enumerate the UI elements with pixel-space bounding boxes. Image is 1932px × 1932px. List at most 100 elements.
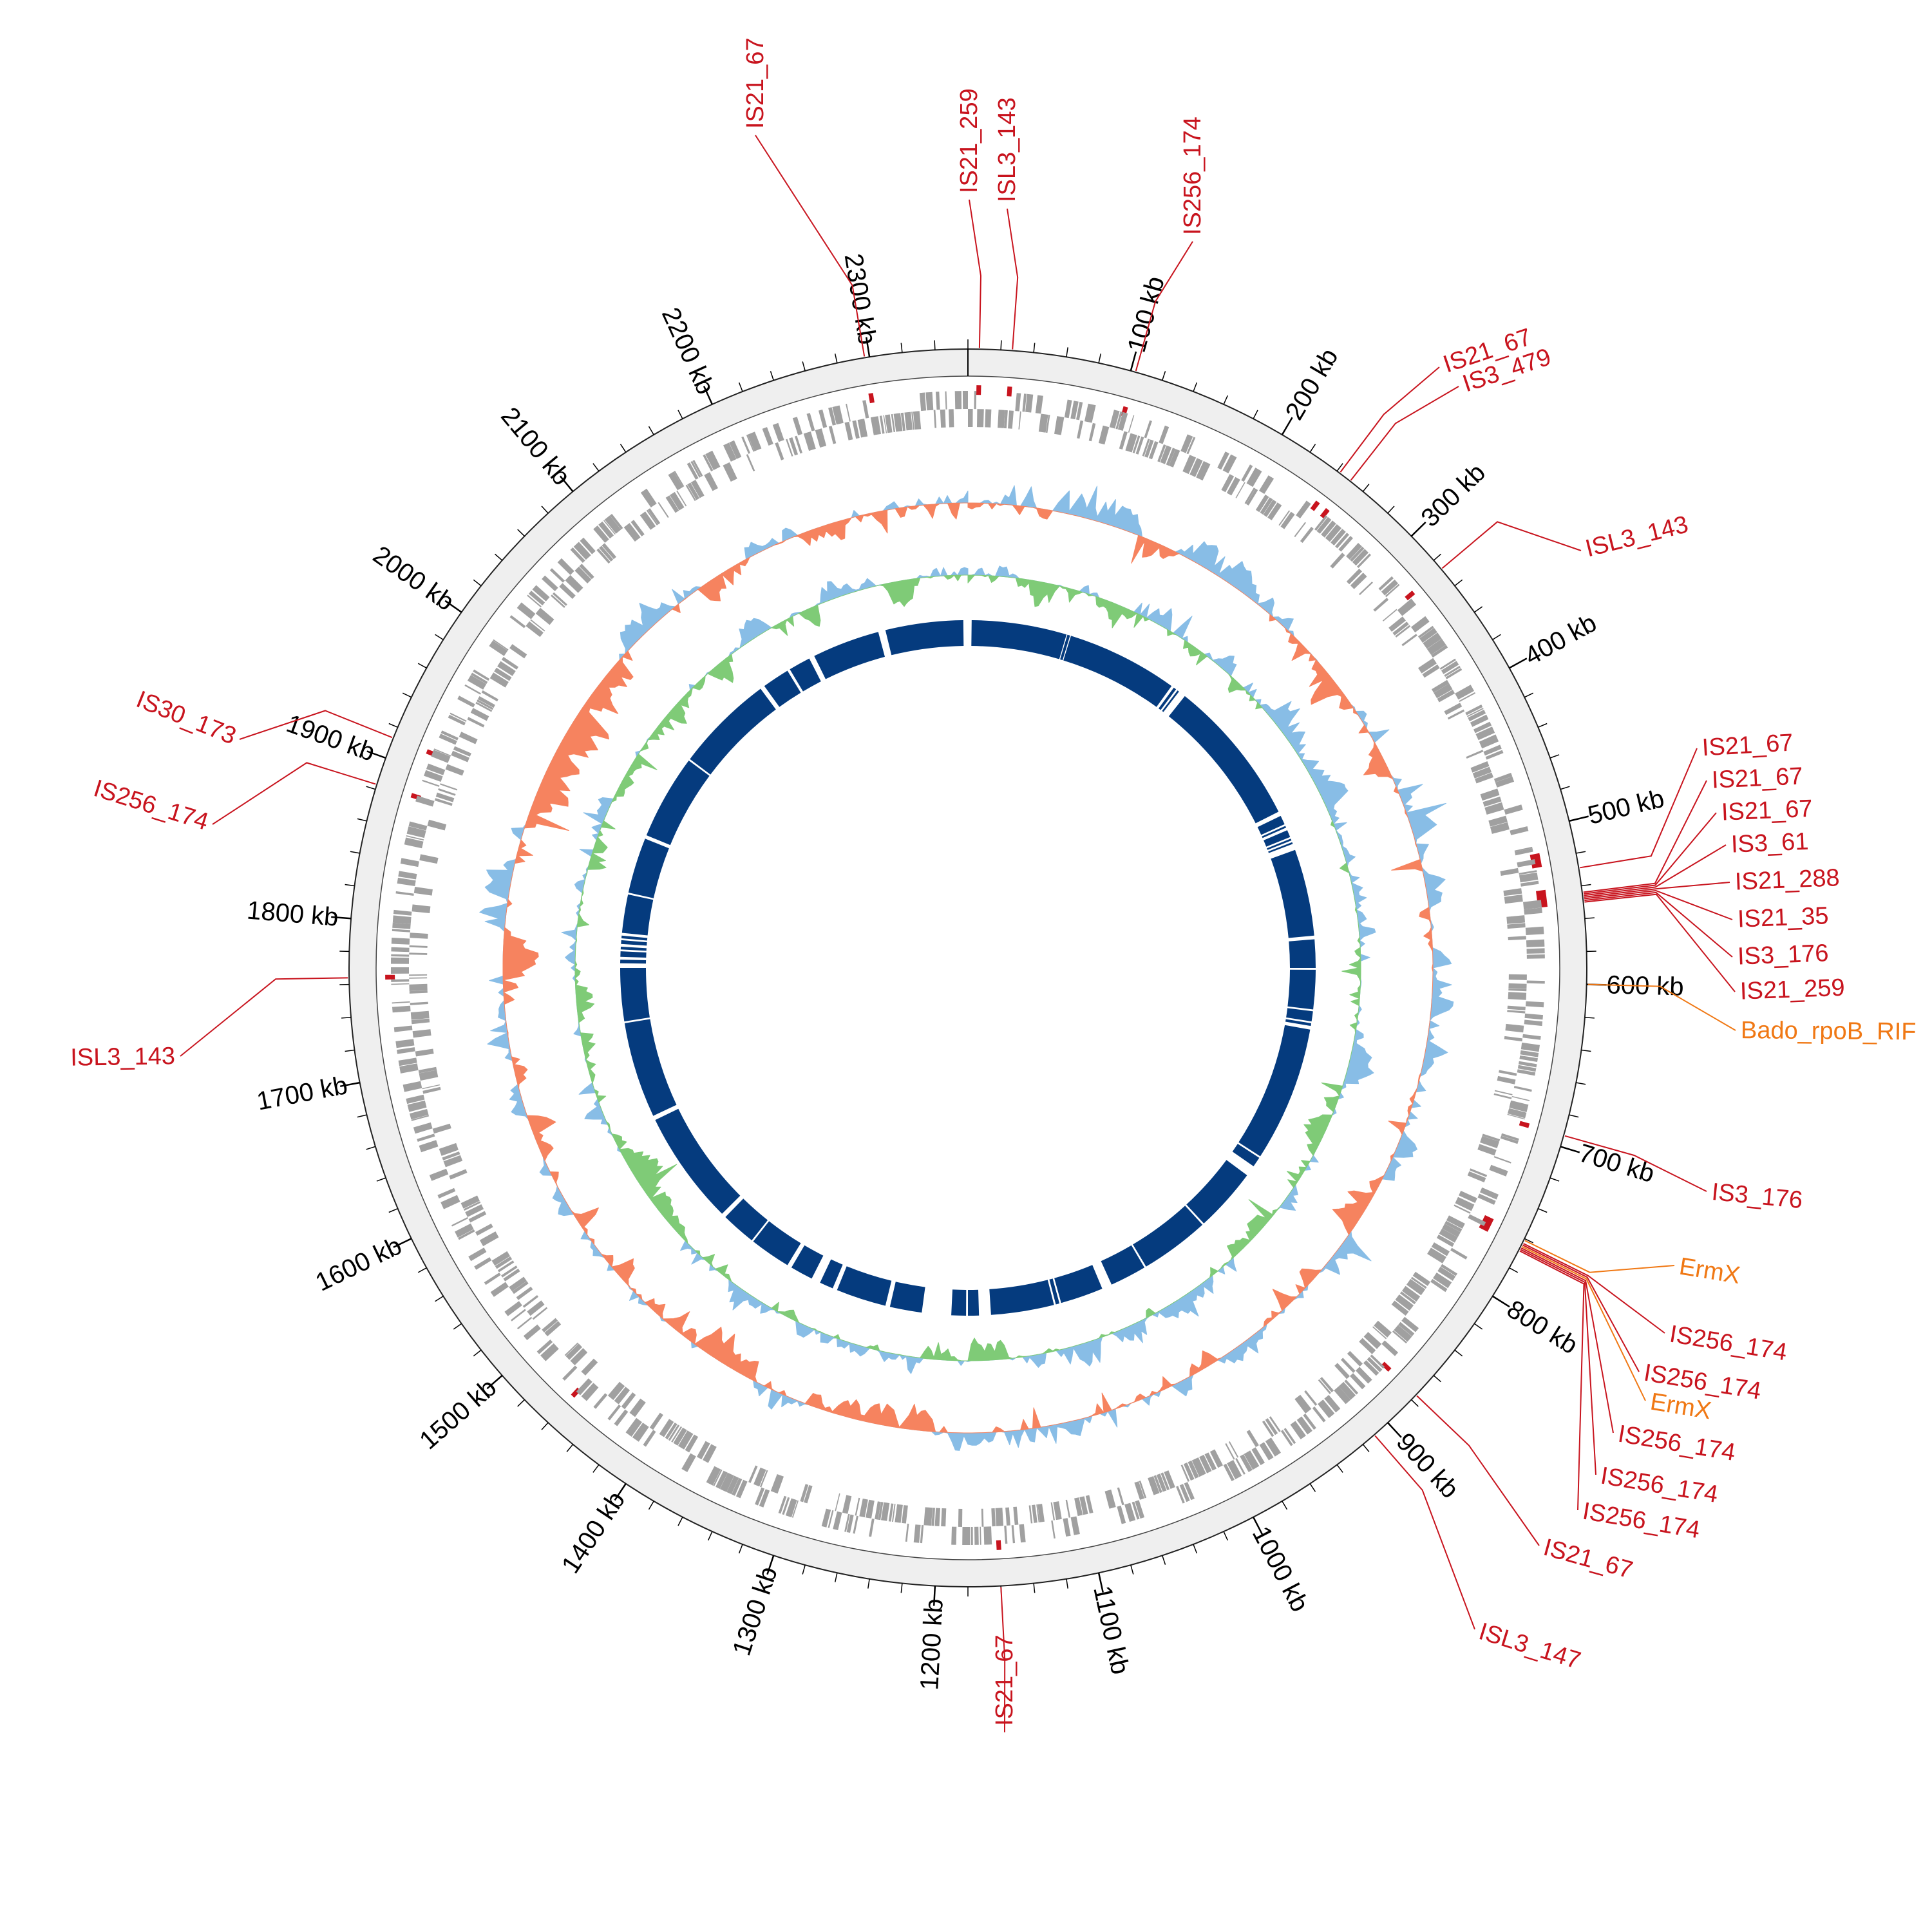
contig-block	[1268, 842, 1293, 853]
cds-block	[632, 1423, 649, 1442]
cds-block	[1050, 1502, 1055, 1520]
cds-block	[1468, 710, 1486, 722]
cds-block	[440, 730, 459, 741]
cds-block	[409, 977, 428, 979]
minor-tick	[738, 1544, 743, 1554]
cds-block	[913, 1524, 921, 1543]
cds-block	[397, 1047, 415, 1054]
cds-block	[1444, 665, 1461, 677]
cds-block	[842, 1495, 852, 1514]
cds-block	[803, 431, 816, 451]
feature-label: IS256_174	[1668, 1321, 1789, 1367]
contig-block	[620, 968, 650, 1022]
cds-block	[392, 915, 412, 924]
feature-leader-line	[1584, 891, 1733, 958]
cds-block	[949, 409, 954, 428]
cds-block	[493, 639, 509, 651]
cds-block	[419, 854, 439, 864]
cds-block	[439, 1142, 459, 1156]
minor-tick	[1569, 1114, 1579, 1118]
minor-tick	[834, 353, 838, 363]
cds-block	[516, 1286, 533, 1300]
contig-block	[620, 960, 647, 964]
cds-block	[732, 1477, 743, 1496]
cds-block	[1497, 1075, 1516, 1084]
minor-tick	[1549, 1177, 1560, 1182]
cds-block	[393, 909, 412, 916]
cds-block	[1378, 576, 1394, 591]
cds-block	[1488, 815, 1508, 827]
cds-block	[544, 1321, 562, 1336]
minor-tick	[1433, 553, 1441, 561]
minor-tick	[1524, 1238, 1534, 1244]
minor-tick	[541, 506, 549, 514]
cds-block	[1475, 726, 1495, 741]
cds-block	[406, 826, 426, 838]
cds-block	[846, 1514, 854, 1533]
cds-block	[391, 983, 410, 985]
cds-block	[1003, 410, 1008, 429]
cds-block	[1508, 974, 1527, 980]
cds-block	[1493, 773, 1513, 782]
cds-block	[392, 1001, 410, 1004]
minor-tick	[417, 663, 427, 668]
cds-block	[460, 1195, 480, 1209]
cds-block	[1508, 988, 1527, 992]
cds-block	[795, 435, 802, 454]
cds-block	[828, 426, 837, 444]
cds-block	[501, 657, 519, 670]
cds-block	[1385, 583, 1400, 598]
cds-block	[581, 1358, 598, 1376]
cds-block	[782, 1497, 790, 1515]
minor-tick	[1193, 382, 1198, 392]
cds-block	[755, 1487, 765, 1506]
cds-block	[1382, 609, 1397, 621]
feature-label: IS21_67	[1711, 762, 1803, 793]
major-tick	[559, 475, 574, 492]
is-element-marker	[1320, 507, 1330, 519]
feature-leader-line	[1523, 1243, 1665, 1334]
cds-block	[1225, 1443, 1235, 1460]
cds-block	[1176, 1486, 1185, 1504]
cds-block	[1164, 1470, 1175, 1489]
minor-tick	[1309, 1483, 1316, 1492]
minor-tick	[900, 343, 903, 353]
major-tick	[1130, 351, 1137, 372]
cds-block	[821, 1508, 831, 1528]
major-tick	[933, 1586, 936, 1606]
minor-tick	[1387, 506, 1395, 514]
cds-block	[785, 1498, 797, 1518]
cds-block	[1008, 410, 1014, 429]
cds-block	[1019, 1524, 1026, 1543]
cds-block	[1480, 788, 1500, 801]
cds-block	[1157, 444, 1166, 462]
cds-block	[450, 712, 467, 722]
cds-block	[1134, 1481, 1144, 1500]
cds-block	[1124, 1502, 1136, 1522]
cds-block	[565, 1343, 582, 1360]
cds-block	[1070, 1516, 1080, 1535]
cds-block	[1321, 520, 1336, 538]
cds-block	[1397, 598, 1417, 616]
cds-block	[1520, 1050, 1539, 1057]
cds-block	[551, 594, 565, 608]
cds-block	[1300, 527, 1314, 543]
cds-block	[720, 1472, 734, 1492]
contig-block	[1271, 849, 1314, 938]
cds-block	[1493, 1093, 1512, 1099]
cds-block	[1490, 822, 1510, 834]
cds-block	[687, 482, 700, 500]
cds-block	[1431, 1242, 1450, 1256]
cds-block	[1480, 1187, 1499, 1200]
cds-block	[1431, 645, 1448, 658]
cds-block	[705, 450, 721, 471]
feature-label: IS21_35	[1737, 902, 1829, 933]
cds-block	[1381, 1340, 1399, 1356]
major-tick	[486, 1374, 503, 1390]
cds-block	[415, 1048, 434, 1057]
cds-block	[458, 1229, 475, 1240]
cds-block	[1509, 1100, 1529, 1112]
cds-block	[429, 1168, 449, 1181]
cds-block	[879, 415, 885, 434]
feature-leader-line	[1584, 882, 1730, 898]
